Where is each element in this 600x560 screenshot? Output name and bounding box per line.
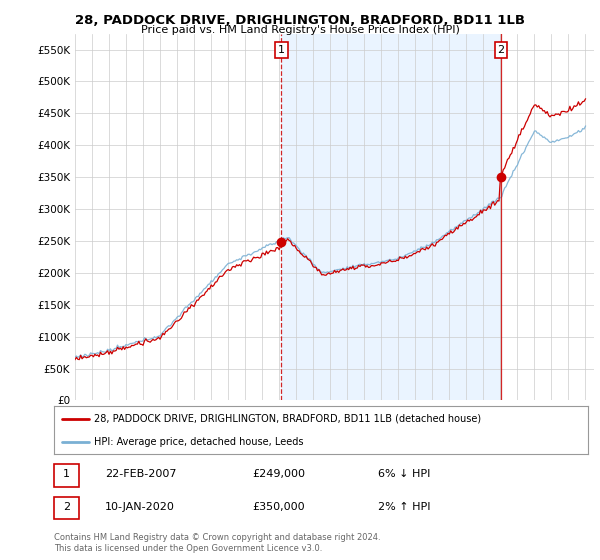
Text: 10-JAN-2020: 10-JAN-2020	[105, 502, 175, 512]
Text: £249,000: £249,000	[252, 469, 305, 479]
Text: 2: 2	[497, 45, 505, 55]
Text: £350,000: £350,000	[252, 502, 305, 512]
Text: 1: 1	[63, 469, 70, 479]
Text: 22-FEB-2007: 22-FEB-2007	[105, 469, 176, 479]
Text: 28, PADDOCK DRIVE, DRIGHLINGTON, BRADFORD, BD11 1LB: 28, PADDOCK DRIVE, DRIGHLINGTON, BRADFOR…	[75, 14, 525, 27]
Text: 1: 1	[278, 45, 285, 55]
Text: Contains HM Land Registry data © Crown copyright and database right 2024.
This d: Contains HM Land Registry data © Crown c…	[54, 533, 380, 553]
Text: 2% ↑ HPI: 2% ↑ HPI	[378, 502, 431, 512]
Text: 6% ↓ HPI: 6% ↓ HPI	[378, 469, 430, 479]
Bar	[281, 34, 501, 400]
Text: HPI: Average price, detached house, Leeds: HPI: Average price, detached house, Leed…	[94, 437, 304, 447]
Text: 28, PADDOCK DRIVE, DRIGHLINGTON, BRADFORD, BD11 1LB (detached house): 28, PADDOCK DRIVE, DRIGHLINGTON, BRADFOR…	[94, 414, 481, 424]
Text: 2: 2	[63, 502, 70, 512]
Text: Price paid vs. HM Land Registry's House Price Index (HPI): Price paid vs. HM Land Registry's House …	[140, 25, 460, 35]
